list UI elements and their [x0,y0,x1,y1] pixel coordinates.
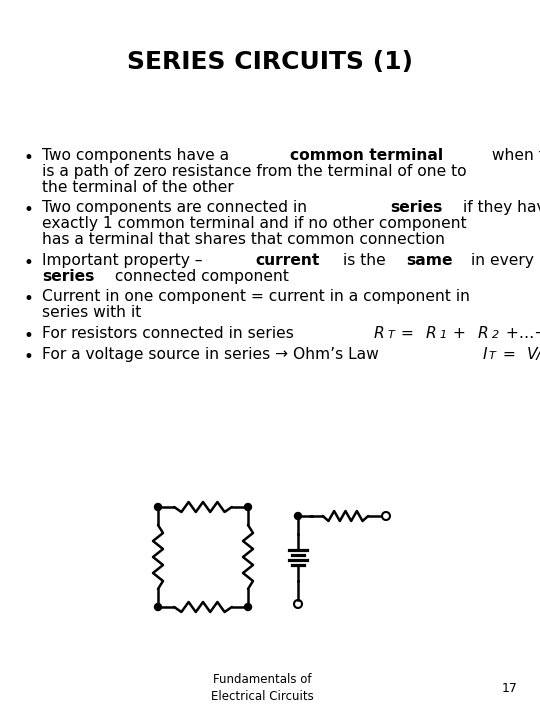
Text: is a path of zero resistance from the terminal of one to: is a path of zero resistance from the te… [42,163,467,179]
Text: current: current [255,253,320,268]
Text: •: • [23,327,33,345]
Text: +…+: +…+ [501,326,540,341]
Text: For resistors connected in series: For resistors connected in series [42,326,299,341]
Text: T: T [387,330,394,341]
Text: Fundamentals of
Electrical Circuits: Fundamentals of Electrical Circuits [211,673,313,703]
Text: •: • [23,290,33,308]
Text: series with it: series with it [42,305,141,320]
Text: Important property –: Important property – [42,253,207,268]
Text: is the: is the [339,253,391,268]
Text: common terminal: common terminal [290,148,443,163]
Text: in every: in every [467,253,534,268]
Circle shape [154,503,161,510]
Text: if they have: if they have [458,200,540,215]
Text: =: = [498,347,521,362]
Text: =: = [396,326,419,341]
Text: Two components have a: Two components have a [42,148,234,163]
Text: R: R [426,326,436,341]
Text: the terminal of the other: the terminal of the other [42,179,234,194]
Circle shape [294,513,301,520]
Text: V/R: V/R [527,347,540,362]
Text: •: • [23,149,33,167]
Text: R: R [373,326,384,341]
Text: 1: 1 [439,330,447,341]
Text: has a terminal that shares that common connection: has a terminal that shares that common c… [42,232,445,247]
Text: I: I [483,347,488,362]
Text: For a voltage source in series → Ohm’s Law: For a voltage source in series → Ohm’s L… [42,347,383,362]
Text: series: series [42,269,94,284]
Text: T: T [489,351,496,361]
Text: R: R [478,326,489,341]
Circle shape [245,503,252,510]
Text: SERIES CIRCUITS (1): SERIES CIRCUITS (1) [127,50,413,74]
Text: Current in one component = current in a component in: Current in one component = current in a … [42,289,470,305]
Text: +: + [448,326,471,341]
Text: same: same [407,253,453,268]
Circle shape [245,603,252,611]
Text: when there: when there [487,148,540,163]
Text: •: • [23,201,33,219]
Text: 17: 17 [502,682,518,695]
Text: connected component: connected component [110,269,288,284]
Text: 2: 2 [492,330,499,341]
Text: •: • [23,348,33,366]
Text: •: • [23,253,33,271]
Circle shape [154,603,161,611]
Text: exactly 1 common terminal and if no other component: exactly 1 common terminal and if no othe… [42,216,467,231]
Text: series: series [390,200,443,215]
Text: Two components are connected in: Two components are connected in [42,200,312,215]
